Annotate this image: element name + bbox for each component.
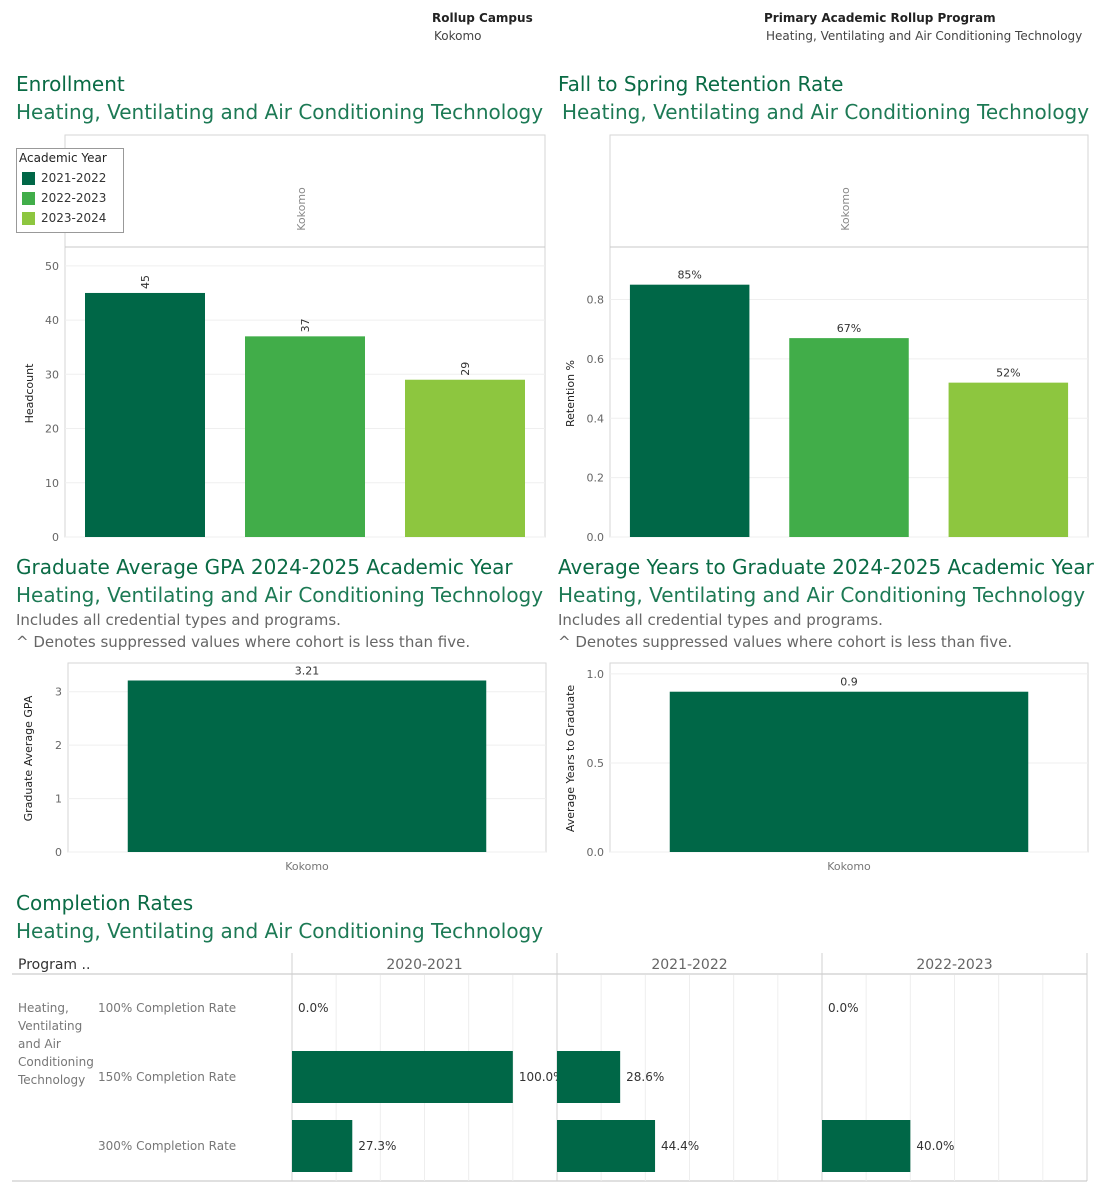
years-note-includes: Includes all credential types and progra… (558, 611, 883, 629)
bar-2022-2023 (245, 336, 365, 537)
x-category-label: Kokomo (285, 860, 329, 873)
row-label: 150% Completion Rate (98, 1070, 236, 1084)
bar-Kokomo (127, 680, 487, 852)
campus-filter-value[interactable]: Kokomo (434, 29, 482, 43)
legend-title: Academic Year (19, 151, 107, 165)
bar-2021-2022 (85, 292, 205, 537)
y-tick-label: 3 (55, 686, 62, 699)
y-tick-label: 0.4 (587, 412, 605, 425)
enrollment-chart: Kokomo 0 10 20 30 40 50 Headcount 45 37 29 (23, 134, 546, 542)
program-filter-label: Primary Academic Rollup Program (764, 11, 996, 25)
years-title: Average Years to Graduate 2024-2025 Acad… (558, 555, 1094, 579)
completion-bar (557, 1051, 621, 1103)
completion-value-label: 100.0% (519, 1070, 565, 1084)
y-tick-label: 2 (55, 739, 62, 752)
y-tick-label: 0.8 (587, 294, 605, 307)
x-category-label: Kokomo (827, 860, 871, 873)
gpa-title: Graduate Average GPA 2024-2025 Academic … (16, 555, 513, 579)
gpa-note-suppressed: ^ Denotes suppressed values where cohort… (16, 633, 471, 651)
completion-value-label: 0.0% (828, 1001, 859, 1015)
campus-filter-label: Rollup Campus (432, 11, 533, 25)
gpa-note-includes: Includes all credential types and progra… (16, 611, 341, 629)
y-axis-label: Retention % (564, 360, 577, 427)
completion-title: Completion Rates (16, 891, 194, 915)
data-label: 3.21 (295, 664, 320, 677)
legend-label: 2022-2023 (41, 191, 107, 205)
data-label: 0.9 (840, 676, 858, 689)
bar-2021-2022 (629, 284, 750, 537)
y-tick-label: 10 (45, 477, 59, 490)
y-tick-label: 0.0 (587, 531, 605, 542)
y-tick-label: 1 (55, 793, 62, 806)
completion-bar (292, 1120, 353, 1172)
y-tick-label: 40 (45, 314, 59, 327)
years-chart: 0.0 0.5 1.0 Average Years to Graduate 0.9 Kok… (564, 662, 1089, 873)
column-header-2021-2022: 2021-2022 (651, 957, 727, 973)
y-tick-label: 30 (45, 368, 59, 381)
legend-swatch (22, 171, 35, 185)
y-tick-label: 0.2 (587, 472, 605, 485)
column-header-2020-2021: 2020-2021 (386, 957, 462, 973)
data-label: 45 (139, 275, 152, 289)
y-tick-label: 0.5 (587, 757, 605, 770)
completion-chart: Program .. 2020-2021 2021-2022 2022-2023 Hea… (12, 953, 1088, 1182)
y-tick-label: 0 (55, 846, 62, 859)
completion-value-label: 40.0% (916, 1139, 954, 1153)
completion-value-label: 44.4% (661, 1139, 699, 1153)
legend-item-2021-2022[interactable]: 2021-2022 (19, 168, 119, 188)
y-tick-label: 0.0 (587, 846, 605, 859)
pane-label: Kokomo (295, 187, 308, 231)
completion-value-label: 28.6% (626, 1070, 664, 1084)
pane-label: Kokomo (839, 187, 852, 231)
legend-swatch (22, 211, 35, 225)
retention-title: Fall to Spring Retention Rate (558, 72, 844, 96)
gpa-chart: 0 1 2 3 Graduate Average GPA 3.21 Kokomo (22, 662, 547, 873)
y-axis-label: Graduate Average GPA (22, 695, 35, 821)
y-tick-label: 20 (45, 423, 59, 436)
y-tick-label: 0.6 (587, 353, 605, 366)
retention-subtitle: Heating, Ventilating and Air Conditionin… (562, 100, 1090, 124)
legend-swatch (22, 191, 35, 205)
y-tick-label: 1.0 (587, 668, 605, 681)
program-filter-value[interactable]: Heating, Ventilating and Air Conditionin… (766, 29, 1083, 43)
gpa-subtitle: Heating, Ventilating and Air Conditionin… (16, 583, 544, 607)
completion-subtitle: Heating, Ventilating and Air Conditionin… (16, 919, 544, 943)
enrollment-subtitle: Heating, Ventilating and Air Conditionin… (16, 100, 544, 124)
years-subtitle: Heating, Ventilating and Air Conditionin… (558, 583, 1086, 607)
retention-chart: Kokomo 0.0 0.2 0.4 0.6 0.8 Retention % 85% 67% 52… (564, 134, 1089, 542)
legend-item-2023-2024[interactable]: 2023-2024 (19, 208, 119, 228)
bar-2023-2024 (948, 382, 1069, 537)
completion-value-label: 27.3% (358, 1139, 396, 1153)
bar-Kokomo (669, 691, 1029, 852)
legend-label: 2021-2022 (41, 171, 107, 185)
row-label: 300% Completion Rate (98, 1139, 236, 1153)
data-label: 52% (996, 367, 1020, 380)
years-note-suppressed: ^ Denotes suppressed values where cohort… (558, 633, 1013, 651)
data-label: 85% (677, 269, 701, 282)
completion-value-label: 0.0% (298, 1001, 329, 1015)
y-tick-label: 0 (52, 531, 59, 542)
completion-bar (557, 1120, 656, 1172)
legend-item-2022-2023[interactable]: 2022-2023 (19, 188, 119, 208)
bar-2023-2024 (405, 379, 525, 537)
completion-bar (822, 1120, 911, 1172)
completion-bar (292, 1051, 513, 1103)
program-column-header: Program .. (18, 957, 90, 973)
enrollment-title: Enrollment (16, 72, 125, 96)
y-axis-label: Headcount (23, 363, 36, 423)
legend-label: 2023-2024 (41, 211, 107, 225)
data-label: 29 (459, 362, 472, 376)
y-axis-label: Average Years to Graduate (564, 685, 577, 833)
row-label: 100% Completion Rate (98, 1001, 236, 1015)
enrollment-legend: Academic Year 2021-2022 2022-2023 2023-2… (16, 148, 124, 233)
data-label: 67% (837, 322, 861, 335)
y-tick-label: 50 (45, 260, 59, 273)
column-header-2022-2023: 2022-2023 (916, 957, 992, 973)
data-label: 37 (299, 318, 312, 332)
program-label: Heating, Ventilating and Air Conditioning Te… (17, 1001, 94, 1087)
bar-2022-2023 (789, 338, 909, 537)
